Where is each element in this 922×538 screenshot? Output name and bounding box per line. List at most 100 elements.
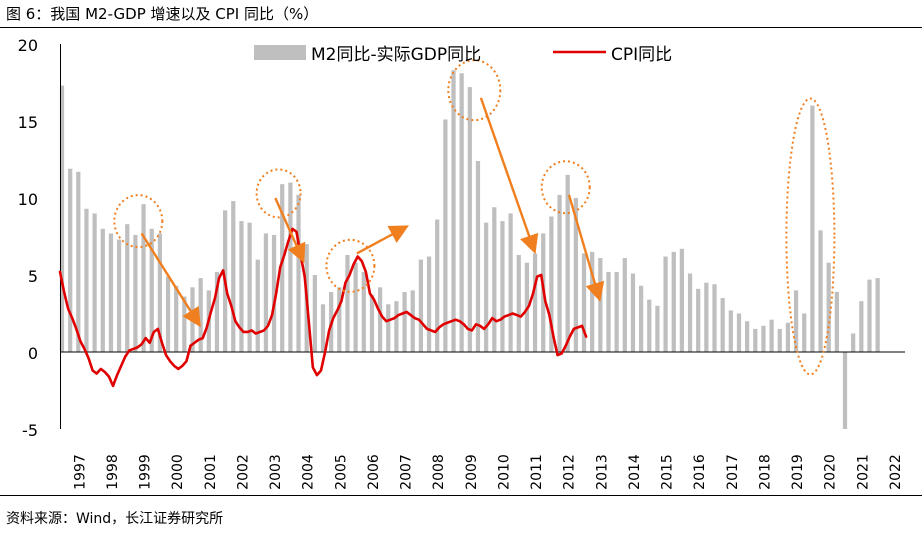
x-tick-label: 2000 [170,454,186,490]
bar-mark [679,248,684,352]
bar-mark [875,278,880,352]
bar-mark [549,216,554,352]
bar-mark [492,207,497,352]
top-rule [0,27,922,28]
x-tick-label: 2022 [888,454,904,490]
bar-mark [793,290,799,352]
bar-mark [867,279,872,352]
bar-mark [777,328,782,352]
x-tick-label: 2016 [692,454,708,490]
bar-mark [459,73,464,352]
bar-mark [851,333,856,352]
x-tick-label: 2008 [431,454,447,490]
annotation-circle [540,160,591,215]
legend-bar-swatch [254,45,306,60]
bar-mark [802,313,807,352]
bar-mark [92,213,97,352]
x-tick-label: 2005 [333,454,349,490]
annotation-circle [255,168,302,219]
y-tick-label: 10 [18,190,38,209]
bar-mark [435,219,440,352]
bar-mark [174,285,179,352]
cpi-series-line [58,227,588,388]
bar-mark [165,276,171,352]
x-tick-label: 2012 [562,454,578,490]
bar-mark [565,174,570,352]
x-tick-label: 2010 [496,454,512,490]
bar-mark [108,233,114,352]
legend-line-label: CPI同比 [611,45,672,65]
x-tick-label: 2017 [725,454,741,490]
x-tick-label: 2006 [366,454,382,490]
figure-title: 图 6：我国 M2-GDP 增速以及 CPI 同比（%） [6,5,319,23]
bottom-rule [0,495,922,496]
axes-layer [60,44,905,429]
x-tick-label: 2004 [301,454,317,490]
line-layer [58,227,588,388]
annotation-arrow [274,197,306,264]
bar-mark [263,233,269,352]
bar-mark [753,328,758,352]
bar-mark [696,288,701,352]
bar-mark [687,273,693,352]
y-tick-label: 0 [28,344,38,363]
bar-mark [704,282,709,352]
bar-mark [402,291,407,352]
bar-mark [312,275,317,352]
bar-mark [728,310,733,352]
bar-mark [671,251,676,352]
annotation-arrow [140,232,201,328]
y-tick-label: 20 [18,36,38,55]
bar-mark [532,253,538,352]
bar-mark [516,254,521,352]
annotation-circle [113,194,164,249]
bar-mark [141,204,146,352]
bar-mark [255,259,260,352]
bar-mark [761,325,766,352]
bar-mark [125,224,130,352]
bar-mark [581,253,587,352]
x-tick-label: 2002 [235,454,251,490]
bar-mark [353,262,358,352]
bar-mark [826,262,831,352]
annotation-arrow [567,194,605,302]
bar-mark [443,119,448,353]
x-tick-label: 2001 [203,454,219,490]
bar-mark [157,233,162,352]
x-tick-label: 2018 [757,454,773,490]
bar-mark [769,319,774,352]
y-tick-label: 5 [28,267,38,286]
bar-mark [116,239,122,352]
bar-mark [369,295,375,352]
bar-mark [663,256,668,352]
bar-mark [84,208,89,352]
bar-mark [810,105,815,352]
x-tick-label: 2003 [268,454,284,490]
bar-mark [622,258,627,352]
x-tick-label: 2015 [660,454,676,490]
bar-mark [614,271,619,352]
bar-mark [100,228,105,352]
y-ticks-layer: 20 15 10 5 0 -5 [18,36,38,440]
x-ticks-layer: 1997 1998 1999 2000 2001 2002 2003 2004 2005 2006… [72,454,904,490]
bar-mark [484,222,489,352]
bar-mark [271,234,277,352]
bar-mark [451,70,456,353]
annotation-circle [447,59,502,122]
x-tick-label: 1997 [72,454,88,490]
bar-mark [76,171,81,352]
x-tick-label: 2014 [627,454,643,490]
bar-mark [508,213,513,352]
legend: M2同比-实际GDP同比 CPI同比 [254,45,672,65]
bar-mark [68,168,73,352]
bar-mark [859,301,864,352]
annotation-circle [785,97,836,376]
x-tick-label: 1999 [138,454,154,490]
bar-mark [842,352,848,429]
bar-mark [133,234,138,352]
bar-mark [426,256,432,352]
bar-mark [720,298,725,352]
bar-mark [630,273,636,352]
bar-mark [818,230,823,352]
